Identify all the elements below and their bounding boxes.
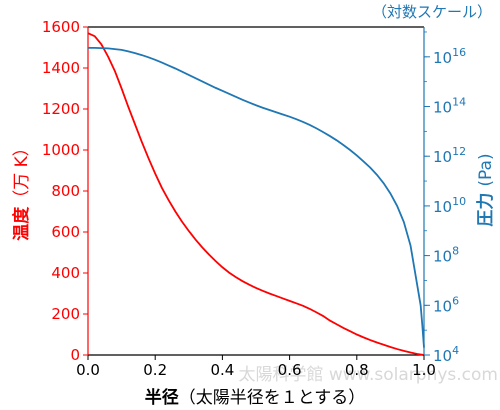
- right-axis-label: 圧力 (Pa): [475, 153, 496, 226]
- watermark: 太陽科学館 www.solarphys.com: [238, 365, 498, 385]
- right-axis-note: （対数スケール）: [372, 3, 492, 21]
- right-tick-label: 1014: [433, 96, 466, 117]
- x-axis-label-sub: （太陽半径を１とする）: [179, 388, 366, 408]
- left-axis-label-main: 温度: [11, 206, 32, 241]
- right-tick-label: 1016: [433, 46, 466, 67]
- left-tick-label: 1200: [42, 100, 80, 118]
- x-tick-label: 1.0: [412, 361, 436, 379]
- left-tick-label: 0: [70, 346, 80, 364]
- left-axis-label: 温度（万 K）: [11, 139, 32, 241]
- svg-text:温度（万 K）: 温度（万 K）: [11, 139, 32, 241]
- right-tick-label: 1012: [433, 145, 466, 166]
- left-tick-label: 800: [51, 182, 80, 200]
- right-tick-label: 108: [433, 245, 459, 266]
- x-tick-label: 0.4: [210, 361, 234, 379]
- left-tick-label: 1600: [42, 18, 80, 36]
- left-axis-label-unit: （万 K）: [12, 139, 32, 207]
- svg-text:圧力(Pa): 圧力 (Pa): [475, 153, 496, 226]
- right-tick-label: 104: [433, 344, 459, 365]
- plot-frame: [87, 26, 425, 356]
- pressure-line: [88, 46, 425, 348]
- x-tick-label: 0.8: [345, 361, 369, 379]
- x-tick-label: 0.6: [278, 361, 302, 379]
- right-tick-label: 1010: [433, 195, 466, 216]
- temperature-line: [87, 32, 425, 356]
- x-tick-label: 0.0: [76, 361, 100, 379]
- right-axis-label-main: 圧力: [475, 193, 496, 227]
- left-tick-label: 1400: [42, 59, 80, 77]
- axis-ticks: 0.0 0.2 0.4 0.6 0.8 1.0 0 200 400 600 800 1000 1200 1…: [42, 18, 466, 379]
- svg-text:半径（太陽半径を１とする）: 半径（太陽半径を１とする）: [145, 387, 366, 408]
- right-axis-label-unit: (Pa): [476, 153, 496, 186]
- x-axis-label: 半径（太陽半径を１とする）: [145, 387, 366, 408]
- x-axis-label-main: 半径: [145, 387, 179, 408]
- left-tick-label: 1000: [42, 141, 80, 159]
- right-tick-label: 106: [433, 294, 459, 315]
- left-tick-label: 400: [51, 264, 80, 282]
- left-tick-label: 200: [51, 305, 80, 323]
- left-tick-label: 600: [51, 223, 80, 241]
- x-tick-label: 0.2: [143, 361, 167, 379]
